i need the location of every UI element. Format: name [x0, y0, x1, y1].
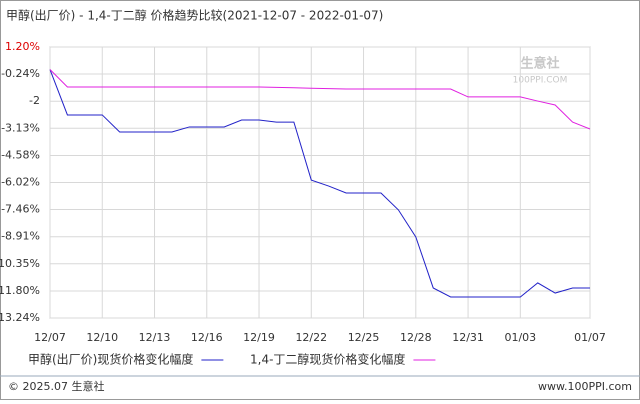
y-tick-label: -8.91%	[1, 230, 40, 243]
x-tick-label: 12/25	[348, 331, 380, 344]
x-tick-label: 01/03	[504, 331, 536, 344]
x-tick-label: 12/07	[34, 331, 66, 344]
watermark-brand: 生意社	[520, 56, 559, 72]
footer-right: www.100PPI.com	[538, 380, 632, 393]
y-tick-label: -7.46%	[1, 203, 40, 216]
y-tick-label: -13.24%	[0, 311, 40, 324]
y-tick-label: -0.24%	[1, 67, 40, 80]
footer-left: © 2025.07 生意社	[8, 379, 104, 393]
y-tick-label: -3.13%	[1, 121, 40, 134]
x-tick-label: 12/22	[295, 331, 327, 344]
y-tick-label: -6.02%	[1, 176, 40, 189]
x-tick-label: 12/31	[452, 331, 484, 344]
x-tick-label: 12/16	[191, 331, 223, 344]
x-tick-label: 12/10	[86, 331, 118, 344]
series-line	[49, 69, 591, 130]
y-tick-label: -11.80%	[0, 284, 40, 297]
legend-label: 1,4-丁二醇现货价格变化幅度	[250, 352, 405, 367]
legend-label: 甲醇(出厂价)现货价格变化幅度	[28, 352, 193, 367]
x-tick-label: 12/13	[139, 331, 171, 344]
x-tick-label: 12/28	[400, 331, 432, 344]
x-tick-label: 01/07	[574, 331, 606, 344]
watermark-site: 100PPI.COM	[513, 76, 568, 86]
chart-title: 甲醇(出厂价) - 1,4-丁二醇 价格趋势比较(2021-12-07 - 20…	[6, 8, 383, 23]
x-tick-label: 12/19	[243, 331, 275, 344]
y-tick-label: -4.58%	[1, 148, 40, 161]
y-tick-label: 1.20%	[5, 40, 40, 53]
y-tick-label: -10.35%	[0, 257, 40, 270]
series-line	[49, 69, 590, 298]
y-tick-label: -2	[29, 94, 40, 107]
